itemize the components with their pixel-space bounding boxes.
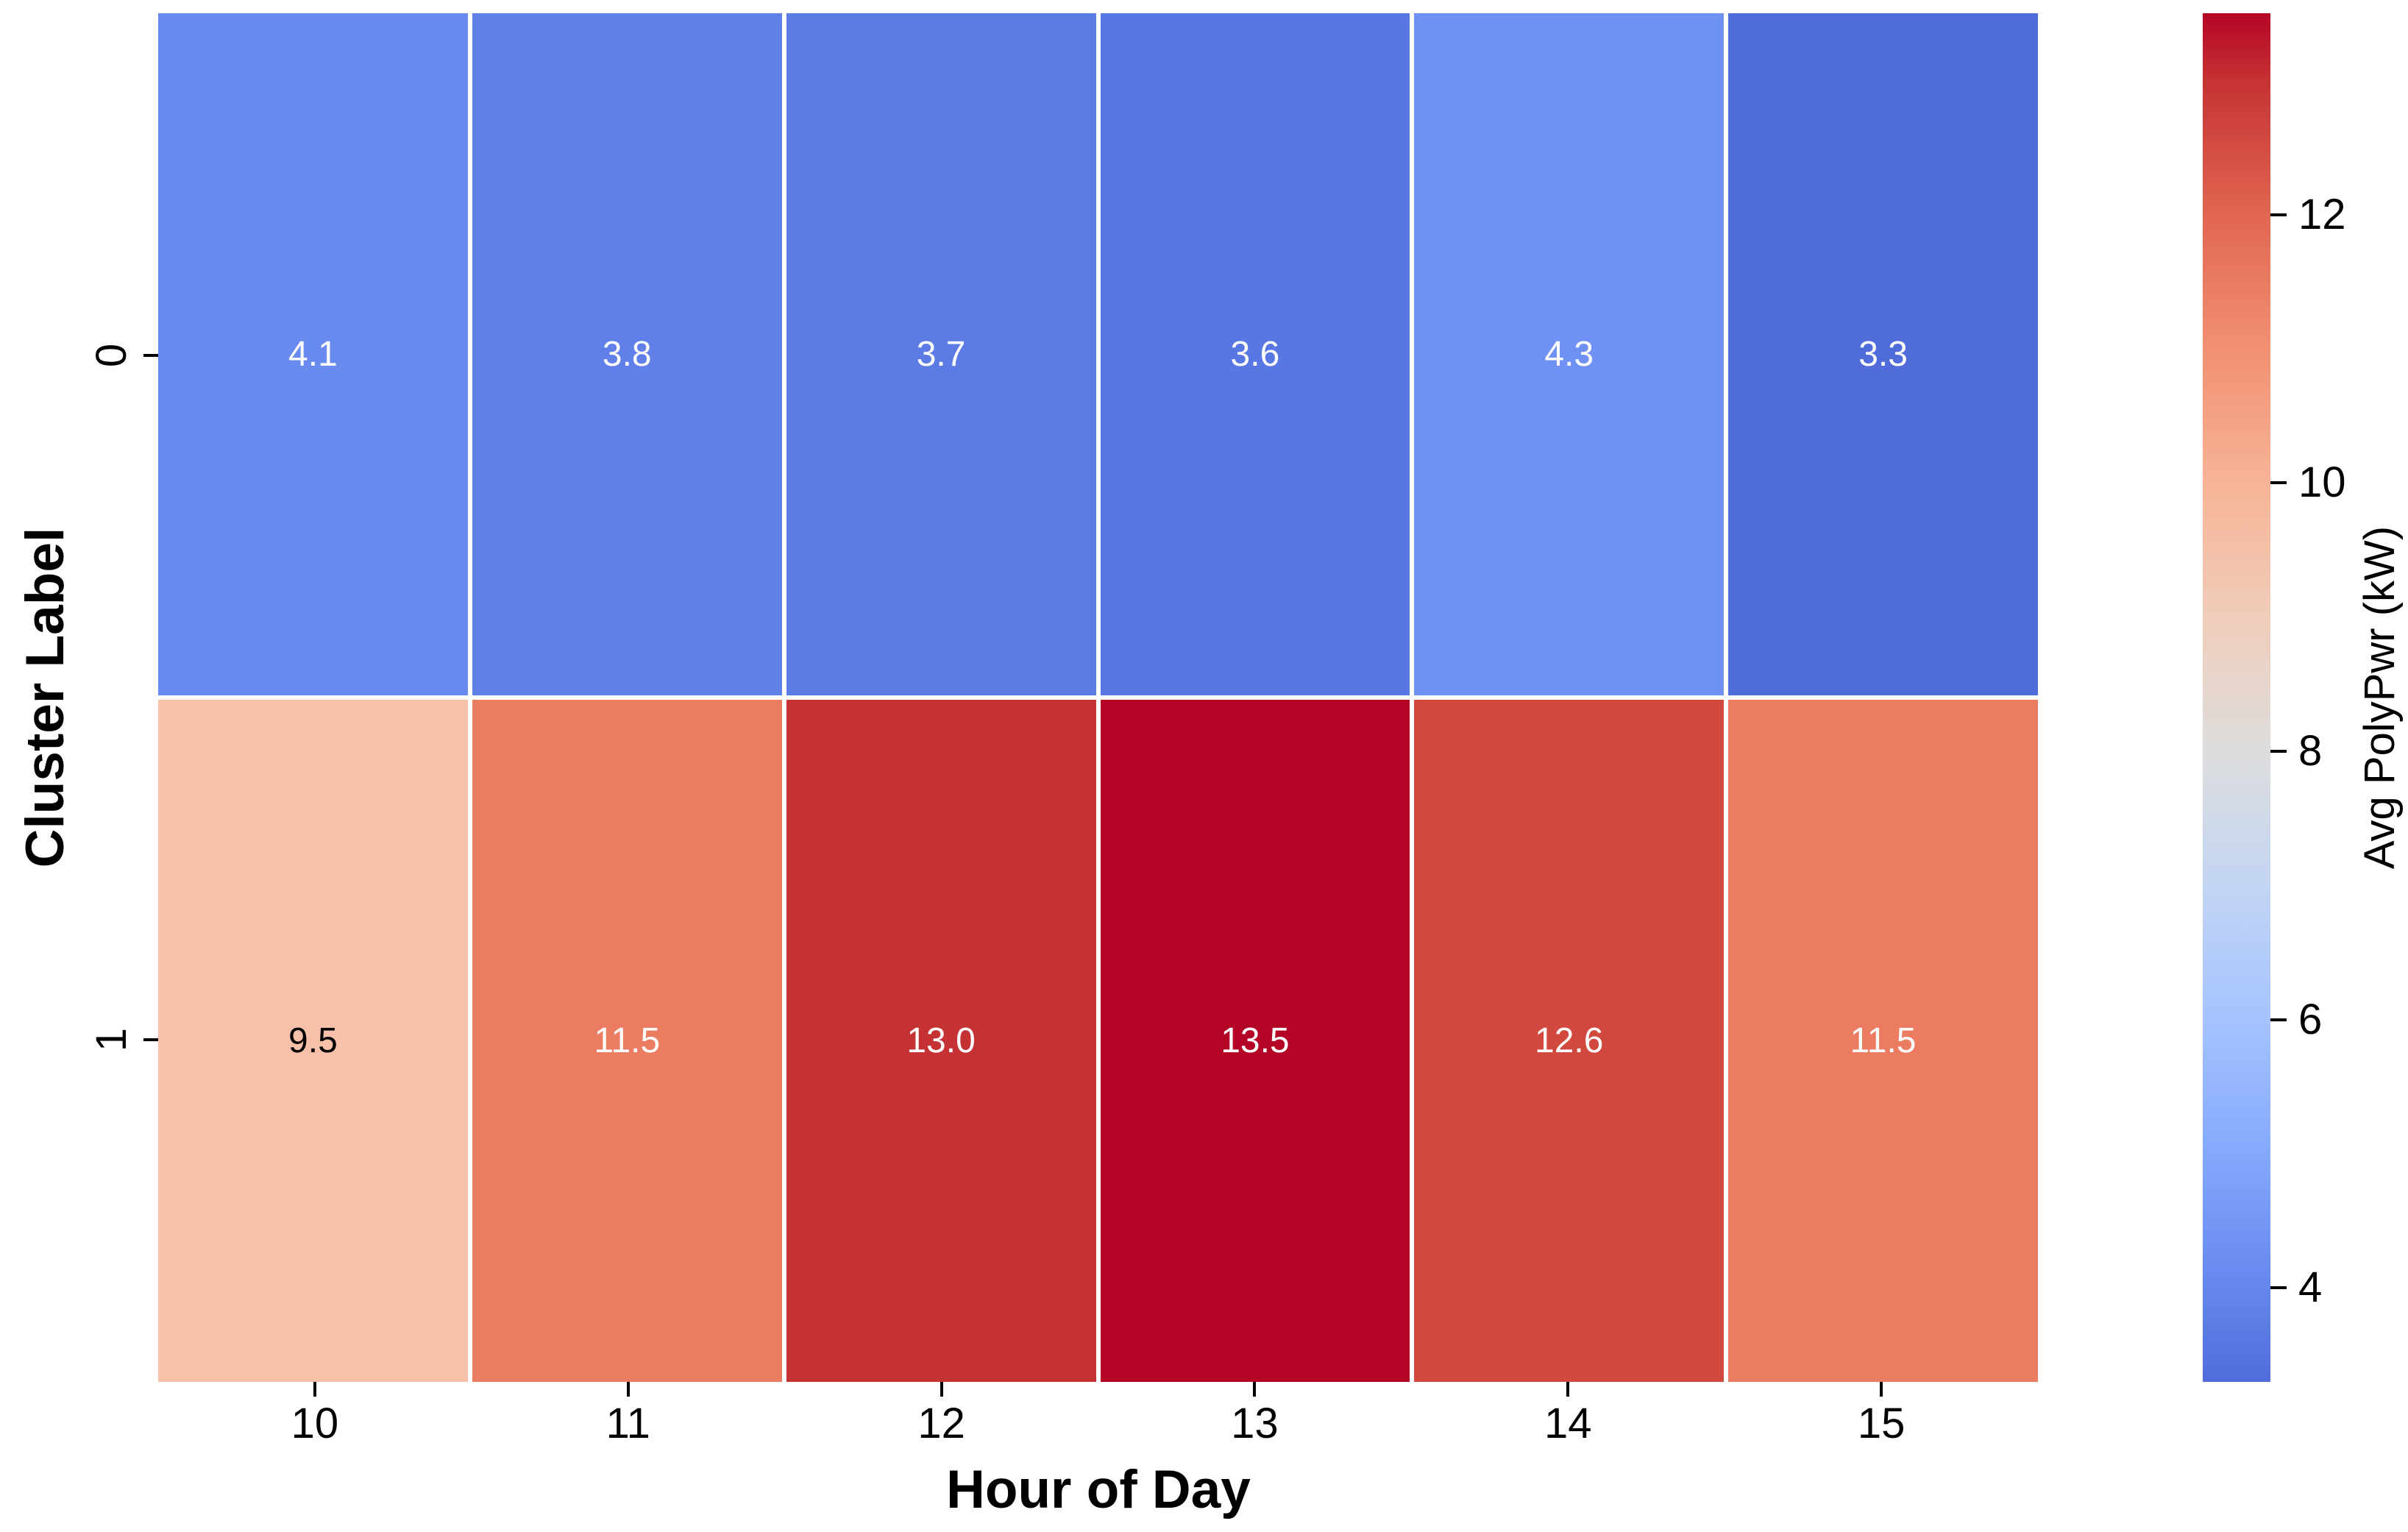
cell-annotation: 4.3 — [1544, 334, 1594, 374]
heatmap-cell-r1-c3: 13.5 — [1100, 700, 1410, 1382]
cell-annotation: 3.7 — [916, 334, 966, 374]
heatmap-cell-r0-c4: 4.3 — [1414, 13, 1725, 695]
x-tick-label-11: 11 — [605, 1400, 650, 1447]
colorbar — [2203, 13, 2270, 1382]
y-tick-mark — [143, 1038, 158, 1041]
cell-annotation: 13.0 — [906, 1021, 976, 1060]
cell-annotation: 13.5 — [1221, 1021, 1290, 1060]
heatmap-cell-r1-c5: 11.5 — [1728, 700, 2038, 1382]
cell-annotation: 4.1 — [288, 334, 338, 374]
colorbar-tick-mark — [2270, 1286, 2287, 1290]
y-axis-title: Cluster Label — [15, 527, 75, 868]
colorbar-tick-label-4: 4 — [2298, 1263, 2323, 1312]
x-tick-label-13: 13 — [1231, 1400, 1279, 1447]
colorbar-title: Avg PolyPwr (kW) — [2356, 525, 2404, 870]
heatmap-cell-r0-c2: 3.7 — [786, 13, 1096, 695]
colorbar-tick-label-12: 12 — [2298, 190, 2346, 238]
heatmap-cell-r0-c0: 4.1 — [158, 13, 468, 695]
colorbar-tick-label-6: 6 — [2298, 995, 2323, 1043]
cell-annotation: 12.6 — [1535, 1021, 1604, 1060]
cell-annotation: 3.8 — [602, 334, 652, 374]
cell-annotation: 3.6 — [1230, 334, 1280, 374]
cell-annotation: 9.5 — [288, 1021, 338, 1060]
x-tick-label-15: 15 — [1857, 1400, 1906, 1447]
heatmap-cell-r1-c1: 11.5 — [472, 700, 782, 1382]
heatmap-cell-r0-c5: 3.3 — [1728, 13, 2038, 695]
x-tick-mark — [940, 1382, 943, 1397]
colorbar-tick-label-8: 8 — [2298, 726, 2323, 775]
colorbar-tick-mark — [2270, 749, 2287, 753]
colorbar-tick-label-10: 10 — [2298, 458, 2346, 507]
x-tick-label-14: 14 — [1544, 1400, 1592, 1447]
cell-annotation: 11.5 — [1850, 1021, 1917, 1060]
x-axis-title: Hour of Day — [946, 1460, 1251, 1519]
x-tick-label-12: 12 — [917, 1400, 965, 1447]
y-tick-label-1: 1 — [88, 1027, 135, 1052]
heatmap-cell-r0-c3: 3.6 — [1100, 13, 1410, 695]
heatmap-cell-r0-c1: 3.8 — [472, 13, 782, 695]
y-tick-label-0: 0 — [88, 343, 135, 368]
heatmap-cell-r1-c2: 13.0 — [786, 700, 1096, 1382]
x-tick-mark — [1253, 1382, 1257, 1397]
colorbar-tick-mark — [2270, 481, 2287, 485]
y-tick-mark — [143, 354, 158, 357]
cell-annotation: 11.5 — [594, 1021, 661, 1060]
colorbar-tick-mark — [2270, 1018, 2287, 1021]
cell-annotation: 3.3 — [1858, 334, 1908, 374]
heatmap-cell-r1-c0: 9.5 — [158, 700, 468, 1382]
heatmap-plot: 4.1 3.8 3.7 3.6 4.3 3.3 9.5 11.5 13.0 13.5 12.6 11.… — [158, 13, 2038, 1382]
x-tick-mark — [1880, 1382, 1883, 1397]
heatmap-cell-r1-c4: 12.6 — [1414, 700, 1725, 1382]
x-tick-mark — [626, 1382, 630, 1397]
x-tick-label-10: 10 — [291, 1400, 339, 1447]
x-tick-mark — [1566, 1382, 1570, 1397]
colorbar-tick-mark — [2270, 213, 2287, 216]
x-tick-mark — [313, 1382, 316, 1397]
